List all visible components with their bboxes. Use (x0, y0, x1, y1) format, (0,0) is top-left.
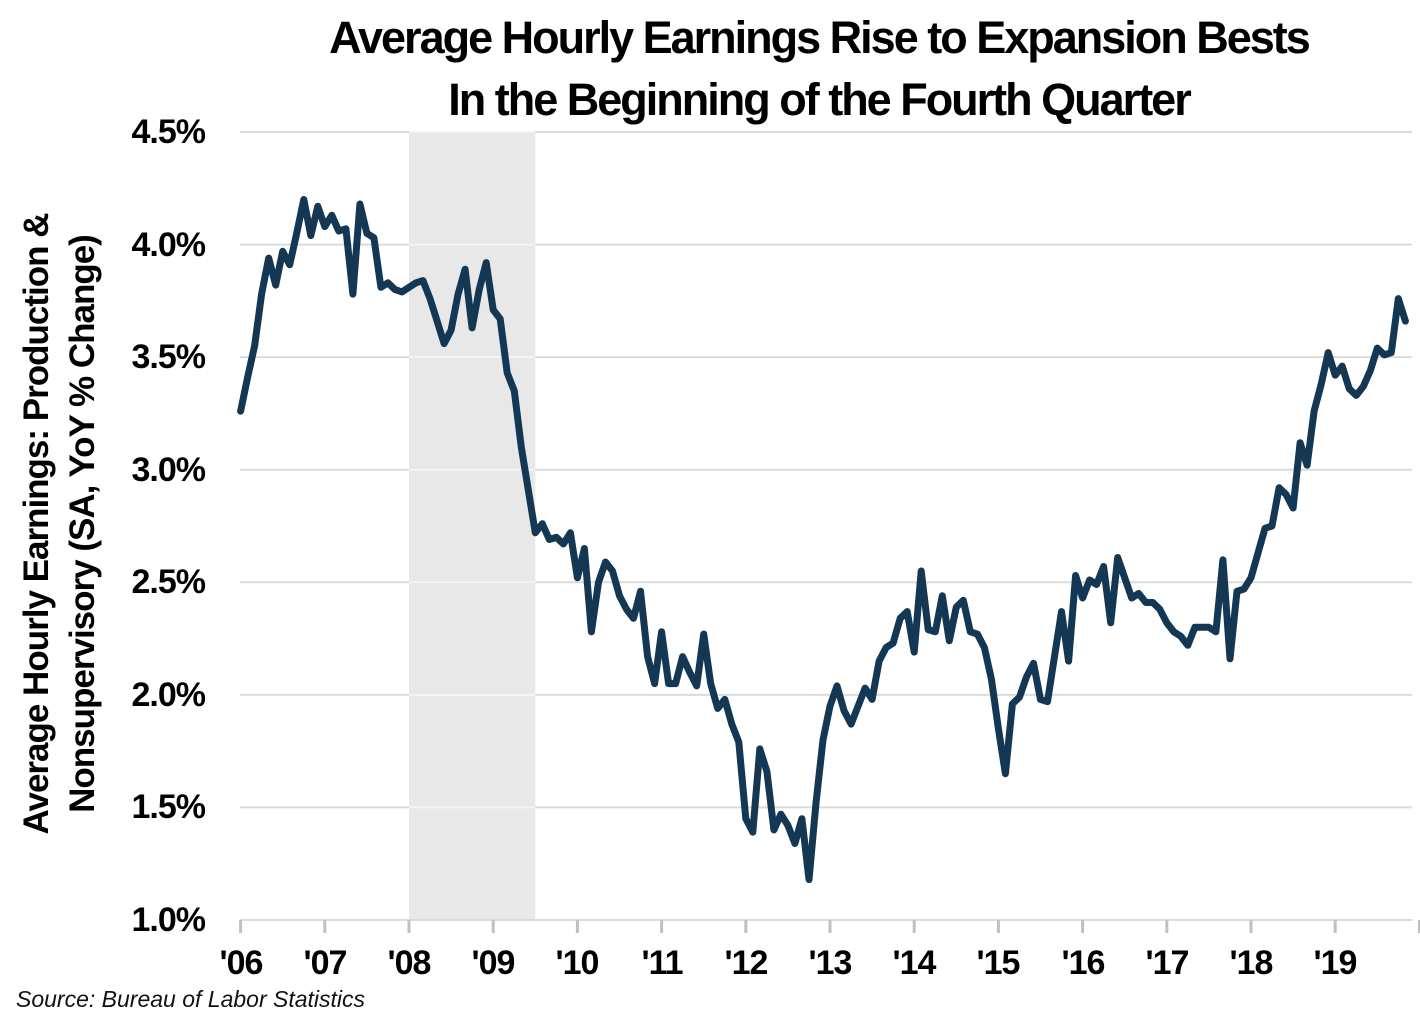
y-tick-label: 1.0% (131, 901, 207, 939)
x-tick-label: '06 (219, 944, 264, 982)
chart-title-line-1: Average Hourly Earnings Rise to Expansio… (329, 12, 1311, 63)
y-tick-label: 2.5% (131, 563, 207, 601)
x-tick-label: '08 (387, 944, 432, 982)
x-tick-label: '18 (1229, 944, 1274, 982)
x-tick-label: '19 (1313, 944, 1358, 982)
y-axis-title-line-1: Average Hourly Earnings: Production & (17, 213, 56, 835)
x-tick-label: '14 (892, 944, 937, 982)
x-tick-label: '11 (641, 944, 683, 982)
x-tick-label: '13 (808, 944, 853, 982)
earnings-line-series (237, 196, 1409, 883)
y-tick-label: 2.0% (131, 676, 207, 714)
source-note: Source: Bureau of Labor Statistics (16, 986, 366, 1012)
y-tick-label: 4.5% (131, 113, 207, 151)
y-tick-label: 3.0% (131, 451, 207, 489)
chart-title-line-2: In the Beginning of the Fourth Quarter (448, 74, 1191, 125)
x-tick-label: '16 (1061, 944, 1106, 982)
x-tick-label: '09 (471, 944, 516, 982)
y-tick-label: 1.5% (131, 788, 207, 826)
x-tick-label: '12 (724, 944, 769, 982)
x-tick-label: '07 (303, 944, 348, 982)
x-tick-label: '15 (976, 944, 1021, 982)
x-tick-label: '17 (1145, 944, 1190, 982)
x-tick-label: '10 (555, 944, 600, 982)
recession-band (409, 132, 536, 920)
y-tick-label: 3.5% (131, 338, 207, 376)
y-tick-label: 4.0% (131, 226, 207, 264)
